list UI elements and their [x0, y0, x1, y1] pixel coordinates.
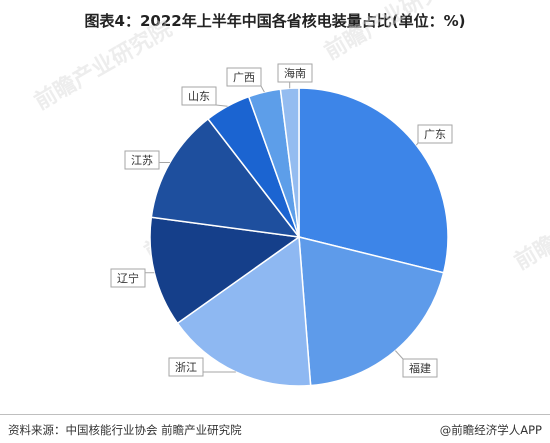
pie-slice-3 [149, 216, 301, 325]
pie-slice-4 [150, 117, 301, 238]
label-box [402, 358, 438, 378]
slice-label: 辽宁 [117, 271, 139, 285]
watermark-text: 前瞻产业研究院 [320, 0, 466, 65]
pie-slices [149, 87, 449, 387]
slice-label: 福建 [409, 361, 431, 375]
leader-line [260, 85, 265, 93]
label-box [226, 67, 262, 87]
pie-slice-0 [298, 87, 449, 274]
slice-label: 广东 [424, 128, 446, 141]
chart-title: 图表4：2022年上半年中国各省核电装量占比(单位：%) [84, 12, 466, 30]
slice-label: 山东 [188, 90, 210, 103]
label-box [110, 268, 146, 288]
slice-label: 海南 [284, 66, 306, 80]
footer: 资料来源：中国核能行业协会 前瞻产业研究院 @前瞻经济学人APP [0, 414, 550, 443]
label-box [277, 63, 313, 83]
slice-label: 浙江 [175, 361, 197, 374]
brand-credit: @前瞻经济学人APP [439, 423, 542, 437]
leader-line [394, 350, 404, 360]
source-note: 资料来源：中国核能行业协会 前瞻产业研究院 [8, 423, 242, 437]
pie-slice-7 [279, 87, 300, 238]
slice-label: 江苏 [131, 154, 153, 167]
label-box [124, 150, 160, 170]
watermark-text: 前瞻产业研究院 [30, 16, 176, 116]
slice-label: 广西 [233, 71, 255, 84]
leader-line [215, 104, 228, 107]
label-box [417, 124, 453, 144]
label-box [181, 86, 217, 106]
label-box [168, 357, 204, 377]
watermark-text: 前瞻产业研究院 [510, 176, 550, 276]
pie-slice-1 [298, 236, 445, 387]
